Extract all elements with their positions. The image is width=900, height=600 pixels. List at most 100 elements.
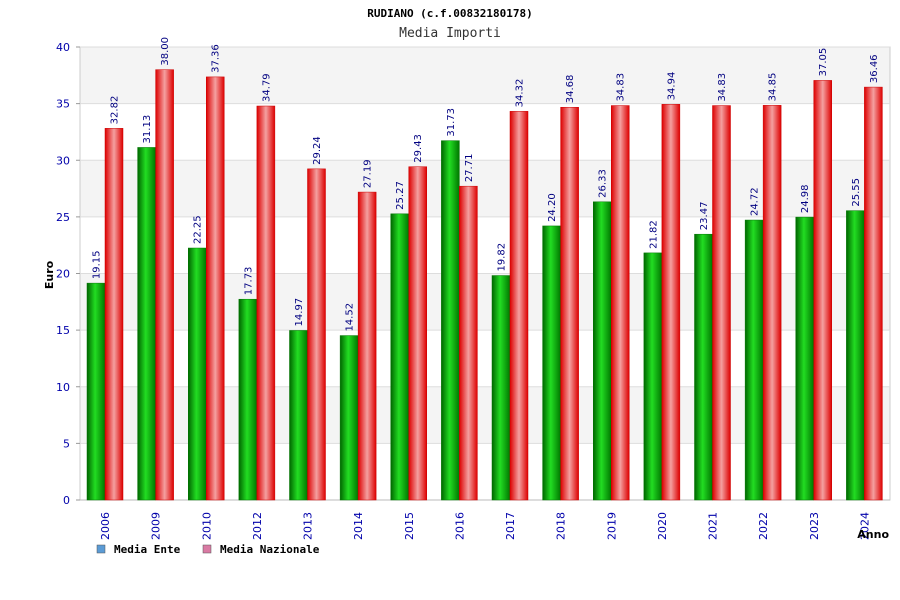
x-tick-label-2010: 2010 bbox=[200, 512, 213, 540]
bar-media-nazionale-2022 bbox=[762, 105, 782, 501]
data-label-media-ente-2017: 19.82 bbox=[497, 243, 508, 272]
bar-media-ente-2024 bbox=[846, 210, 865, 501]
bar-media-nazionale-2020 bbox=[661, 104, 681, 501]
bar-media-ente-2022 bbox=[744, 219, 764, 501]
bar-media-ente-2019 bbox=[593, 201, 612, 501]
bar-media-ente-2015 bbox=[390, 213, 409, 501]
y-axis-label: Euro bbox=[43, 260, 56, 289]
data-labels: 19.15 32.82 31.13 38.00 22.25 37.36 17.73 34.79… bbox=[92, 37, 880, 332]
y-tick-label: 0 bbox=[63, 494, 70, 507]
data-label-media-ente-2024: 25.55 bbox=[851, 178, 862, 207]
y-tick-label: 35 bbox=[56, 98, 70, 111]
data-label-media-ente-2019: 26.33 bbox=[598, 169, 609, 198]
bars bbox=[86, 69, 883, 501]
bar-media-nazionale-2018 bbox=[560, 106, 579, 501]
bar-media-ente-2020 bbox=[643, 252, 663, 501]
y-tick-label: 5 bbox=[63, 437, 70, 450]
x-tick-label-2020: 2020 bbox=[656, 512, 669, 540]
data-label-media-nazionale-2015: 29.43 bbox=[413, 134, 424, 163]
data-label-media-nazionale-2022: 34.85 bbox=[768, 73, 779, 102]
chart-subtitle: Media Importi bbox=[399, 26, 501, 41]
x-tick-label-2012: 2012 bbox=[251, 512, 264, 540]
x-tick-label-2006: 2006 bbox=[99, 512, 112, 540]
data-label-media-ente-2023: 24.98 bbox=[800, 184, 811, 213]
data-label-media-nazionale-2010: 37.36 bbox=[211, 44, 222, 73]
data-label-media-ente-2006: 19.15 bbox=[92, 250, 103, 279]
bar-media-nazionale-2017 bbox=[509, 111, 529, 501]
bar-media-nazionale-2006 bbox=[104, 128, 124, 501]
data-label-media-nazionale-2013: 29.24 bbox=[312, 136, 323, 165]
x-tick-label-2013: 2013 bbox=[302, 512, 315, 540]
legend-swatch-media-nazionale bbox=[202, 544, 212, 554]
y-tick-label: 10 bbox=[56, 381, 70, 394]
data-label-media-nazionale-2021: 34.83 bbox=[717, 73, 728, 102]
data-label-media-ente-2016: 31.73 bbox=[446, 108, 457, 137]
data-label-media-nazionale-2014: 27.19 bbox=[363, 159, 374, 188]
y-tick-label: 30 bbox=[56, 154, 70, 167]
bar-media-ente-2014 bbox=[339, 335, 359, 501]
bar-media-ente-2012 bbox=[238, 298, 258, 501]
y-axis-ticks: 0 5 10 15 20 25 30 35 40 bbox=[56, 41, 80, 507]
x-tick-label-2023: 2023 bbox=[808, 512, 821, 540]
data-label-media-ente-2014: 14.52 bbox=[345, 303, 356, 332]
bar-media-ente-2023 bbox=[795, 216, 814, 501]
bar-media-nazionale-2015 bbox=[408, 166, 427, 501]
data-label-media-nazionale-2018: 34.68 bbox=[565, 75, 576, 104]
chart-title: RUDIANO (c.f.00832180178) bbox=[367, 7, 533, 20]
bar-media-nazionale-2014 bbox=[357, 191, 377, 501]
bar-media-ente-2018 bbox=[542, 225, 561, 501]
legend-label-media-nazionale: Media Nazionale bbox=[220, 543, 320, 556]
data-label-media-nazionale-2006: 32.82 bbox=[110, 96, 121, 125]
x-tick-label-2017: 2017 bbox=[504, 512, 517, 540]
data-label-media-ente-2021: 23.47 bbox=[699, 202, 710, 231]
x-tick-label-2018: 2018 bbox=[555, 512, 568, 540]
bar-media-ente-2021 bbox=[694, 233, 713, 501]
legend-label-media-ente: Media Ente bbox=[114, 543, 181, 556]
y-tick-label: 25 bbox=[56, 211, 70, 224]
x-tick-label-2024: 2024 bbox=[858, 512, 871, 540]
y-tick-label: 40 bbox=[56, 41, 70, 54]
bar-media-ente-2009 bbox=[137, 147, 156, 501]
data-label-media-ente-2010: 22.25 bbox=[193, 215, 204, 244]
data-label-media-ente-2022: 24.72 bbox=[750, 187, 761, 216]
data-label-media-ente-2009: 31.13 bbox=[142, 115, 153, 144]
bar-media-nazionale-2023 bbox=[813, 80, 832, 501]
data-label-media-nazionale-2020: 34.94 bbox=[666, 72, 677, 101]
y-tick-label: 20 bbox=[56, 268, 70, 281]
bar-media-ente-2013 bbox=[289, 330, 308, 501]
legend: Media Ente Media Nazionale bbox=[96, 543, 320, 556]
x-axis-label: Anno bbox=[857, 528, 889, 541]
x-tick-label-2014: 2014 bbox=[352, 512, 365, 540]
x-tick-label-2021: 2021 bbox=[707, 512, 720, 540]
y-tick-label: 15 bbox=[56, 324, 70, 337]
bar-media-nazionale-2021 bbox=[712, 105, 731, 501]
bar-media-nazionale-2010 bbox=[206, 76, 225, 501]
x-tick-label-2015: 2015 bbox=[403, 512, 416, 540]
x-tick-label-2022: 2022 bbox=[757, 512, 770, 540]
bar-media-nazionale-2016 bbox=[459, 185, 478, 501]
x-tick-label-2009: 2009 bbox=[150, 512, 163, 540]
bar-media-ente-2010 bbox=[188, 247, 207, 501]
data-label-media-nazionale-2019: 34.83 bbox=[616, 73, 627, 102]
data-label-media-ente-2015: 25.27 bbox=[395, 181, 406, 210]
bar-media-nazionale-2009 bbox=[155, 69, 174, 501]
x-axis-ticks: 2006 2009 2010 2012 2013 2014 2015 2016 2017 2018… bbox=[99, 512, 871, 540]
data-label-media-nazionale-2016: 27.71 bbox=[464, 154, 475, 183]
data-label-media-ente-2012: 17.73 bbox=[243, 267, 254, 296]
bar-media-nazionale-2013 bbox=[307, 168, 326, 501]
data-label-media-ente-2018: 24.20 bbox=[547, 193, 558, 222]
data-label-media-nazionale-2023: 37.05 bbox=[818, 48, 829, 77]
data-label-media-nazionale-2012: 34.79 bbox=[261, 73, 272, 102]
bar-media-ente-2006 bbox=[86, 282, 106, 501]
x-tick-label-2016: 2016 bbox=[453, 512, 466, 540]
data-label-media-nazionale-2017: 34.32 bbox=[515, 79, 526, 108]
legend-swatch-media-ente bbox=[96, 544, 106, 554]
bar-media-nazionale-2024 bbox=[864, 86, 883, 501]
x-tick-label-2019: 2019 bbox=[605, 512, 618, 540]
data-label-media-ente-2013: 14.97 bbox=[294, 298, 305, 327]
bar-media-ente-2016 bbox=[441, 140, 460, 501]
data-label-media-nazionale-2009: 38.00 bbox=[160, 37, 171, 66]
data-label-media-ente-2020: 21.82 bbox=[648, 220, 659, 249]
bar-media-nazionale-2019 bbox=[611, 105, 630, 501]
